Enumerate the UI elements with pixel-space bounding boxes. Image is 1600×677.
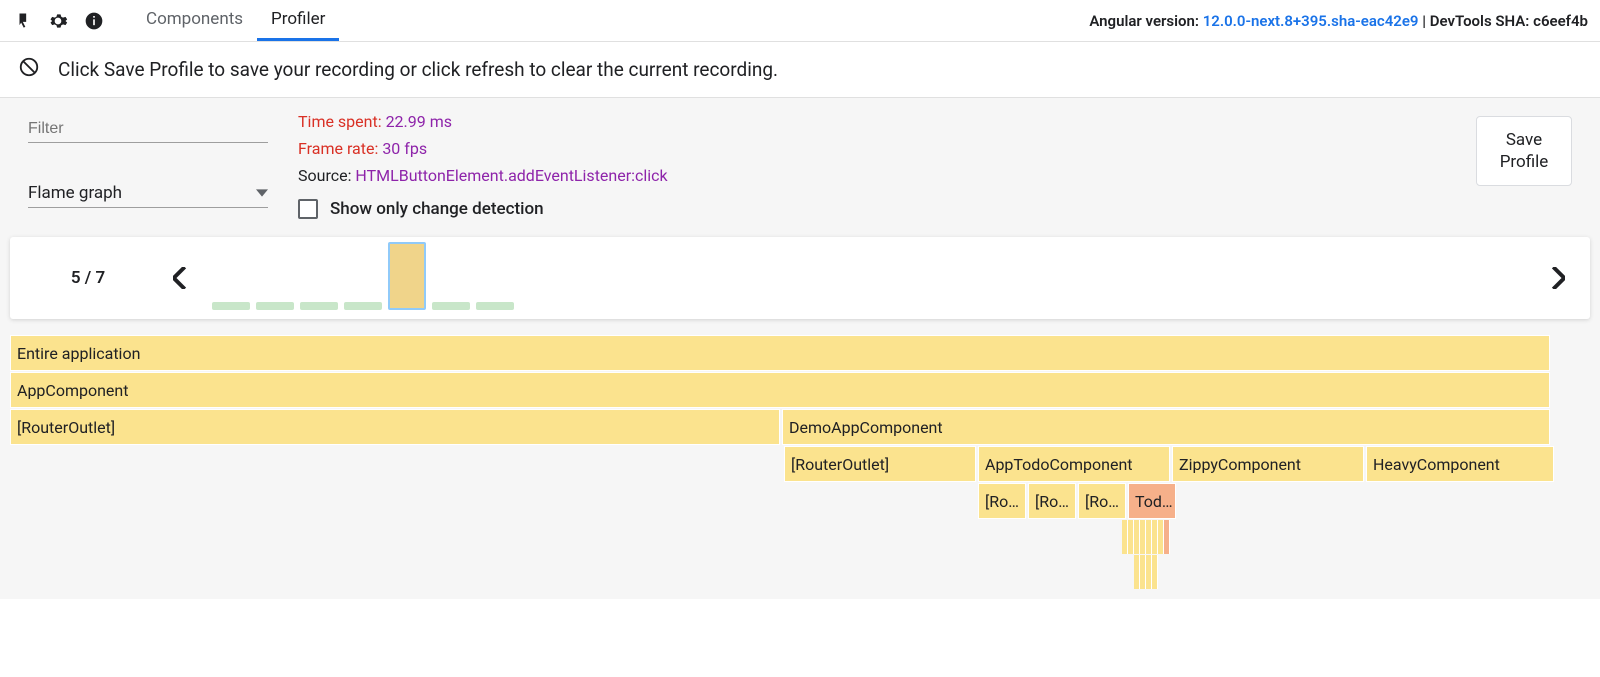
controls-row: Flame graph Time spent: 22.99 ms Frame r…	[10, 116, 1590, 219]
frame-bar[interactable]	[300, 242, 338, 310]
toolbar-icon-group	[12, 11, 104, 31]
left-controls: Flame graph	[28, 116, 268, 208]
tab-components[interactable]: Components	[132, 0, 257, 41]
flame-micro-row	[1122, 520, 1590, 554]
instruction-bar: Click Save Profile to save your recordin…	[0, 42, 1600, 98]
frame-bar[interactable]	[476, 242, 514, 310]
flame-spacer	[10, 483, 976, 519]
toolbar-tabs: Components Profiler	[132, 0, 339, 41]
flame-micro-cell[interactable]	[1164, 520, 1170, 554]
flame-micro-row	[1134, 555, 1590, 589]
frame-bar[interactable]	[256, 242, 294, 310]
flame-spacer	[10, 446, 782, 482]
flame-row: AppComponent	[10, 372, 1590, 408]
flame-cell[interactable]: [Ro…	[978, 483, 1026, 519]
inspect-icon[interactable]	[12, 11, 32, 31]
version-prefix: Angular version:	[1089, 12, 1202, 30]
timeline-card: 5 / 7	[10, 237, 1590, 319]
frame-bar[interactable]	[432, 242, 470, 310]
gear-icon[interactable]	[48, 11, 68, 31]
change-detection-checkbox[interactable]	[298, 199, 318, 219]
stat-source: Source: HTMLButtonElement.addEventListen…	[298, 166, 1446, 185]
info-icon[interactable]	[84, 11, 104, 31]
chevron-down-icon	[256, 187, 268, 199]
instruction-text: Click Save Profile to save your recordin…	[58, 58, 778, 81]
profiler-panel: Flame graph Time spent: 22.99 ms Frame r…	[0, 98, 1600, 599]
stats-block: Time spent: 22.99 ms Frame rate: 30 fps …	[298, 112, 1446, 219]
flame-micro-cell[interactable]	[1152, 555, 1158, 589]
flame-cell[interactable]: [Ro…	[1028, 483, 1076, 519]
devtools-sha: c6eef4b	[1533, 12, 1588, 30]
flame-cell[interactable]: [RouterOutlet]	[10, 409, 780, 445]
view-mode-value: Flame graph	[28, 183, 256, 203]
save-line2: Profile	[1495, 151, 1553, 173]
flame-graph: Entire applicationAppComponent[RouterOut…	[10, 335, 1590, 589]
flame-cell[interactable]: [RouterOutlet]	[784, 446, 976, 482]
flame-row: [Ro…[Ro…[Ro…Tod…	[10, 483, 1590, 519]
flame-cell[interactable]: Entire application	[10, 335, 1550, 371]
flame-cell[interactable]: [Ro…	[1078, 483, 1126, 519]
frame-bar[interactable]	[212, 242, 250, 310]
flame-cell[interactable]: AppTodoComponent	[978, 446, 1170, 482]
stat-fps: Frame rate: 30 fps	[298, 139, 1446, 158]
angular-version-link[interactable]: 12.0.0-next.8+395.sha-eac42e9	[1203, 12, 1419, 30]
flame-cell[interactable]: Tod…	[1128, 483, 1176, 519]
save-line1: Save	[1495, 129, 1553, 151]
flame-cell[interactable]: AppComponent	[10, 372, 1550, 408]
frame-bar[interactable]	[388, 242, 426, 310]
next-frame-button[interactable]	[1544, 267, 1572, 289]
save-profile-button[interactable]: Save Profile	[1476, 116, 1572, 186]
frame-bar[interactable]	[344, 242, 382, 310]
change-detection-row: Show only change detection	[298, 199, 1446, 219]
flame-row: [RouterOutlet]AppTodoComponentZippyCompo…	[10, 446, 1590, 482]
prev-frame-button[interactable]	[166, 267, 194, 289]
frames-strip	[212, 242, 1526, 314]
filter-input[interactable]	[28, 116, 268, 143]
flame-row: [RouterOutlet]DemoAppComponent	[10, 409, 1590, 445]
change-detection-label: Show only change detection	[330, 199, 544, 219]
top-toolbar: Components Profiler Angular version: 12.…	[0, 0, 1600, 42]
flame-cell[interactable]: DemoAppComponent	[782, 409, 1550, 445]
flame-row: Entire application	[10, 335, 1590, 371]
sha-prefix: | DevTools SHA:	[1419, 12, 1534, 30]
version-info: Angular version: 12.0.0-next.8+395.sha-e…	[1089, 12, 1588, 30]
flame-cell[interactable]: HeavyComponent	[1366, 446, 1554, 482]
no-entry-icon	[18, 56, 40, 83]
tab-profiler[interactable]: Profiler	[257, 0, 339, 41]
flame-cell[interactable]: ZippyComponent	[1172, 446, 1364, 482]
view-mode-select[interactable]: Flame graph	[28, 179, 268, 208]
stat-time: Time spent: 22.99 ms	[298, 112, 1446, 131]
frame-counter: 5 / 7	[28, 268, 148, 288]
